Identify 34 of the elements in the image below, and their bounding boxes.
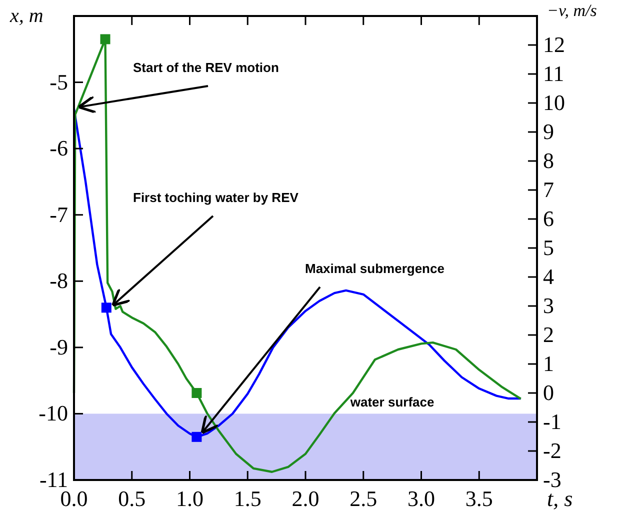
x-tick-label: 0.5	[118, 486, 146, 511]
annotation: Maximal submergence	[305, 261, 444, 276]
y2-tick-label: 0	[543, 380, 554, 405]
y-axis-title: x, m	[9, 5, 44, 27]
y2-tick-label: 8	[543, 148, 554, 173]
y-tick-label: -9	[50, 334, 68, 360]
y2-tick-label: 3	[543, 293, 554, 318]
y2-tick-label: 1	[543, 351, 554, 376]
y-tick-label: -8	[50, 268, 68, 294]
x-tick-label: 2.0	[292, 486, 320, 511]
band-label: water surface	[349, 394, 434, 410]
y2-tick-label: -1	[543, 409, 562, 434]
y2-tick-label: 7	[543, 177, 554, 202]
y2-tick-label: 11	[543, 61, 564, 86]
x-tick-label: 1.0	[176, 486, 204, 511]
x-tick-label: 2.5	[350, 486, 378, 511]
y-tick-label: -6	[50, 136, 68, 161]
y2-tick-label: -2	[543, 438, 562, 463]
y2-tick-label: 12	[543, 32, 565, 57]
y2-tick-label: 2	[543, 322, 554, 347]
y-tick-label: -5	[50, 69, 68, 94]
annotation: Start of the REV motion	[133, 60, 279, 75]
annotation: First toching water by REV	[133, 190, 299, 205]
y2-tick-label: 10	[543, 90, 565, 115]
y2-axis-title: −v, m/s	[547, 1, 598, 20]
y2-tick-label: 9	[543, 119, 554, 144]
x-tick-label: 3.0	[408, 486, 435, 511]
x-tick-label: 1.5	[234, 486, 262, 511]
y2-tick-label: 6	[543, 206, 554, 231]
y2-tick-label: 4	[543, 264, 554, 289]
y2-tick-label: 5	[543, 235, 554, 260]
x-tick-label: 3.5	[465, 486, 493, 511]
y-tick-label: -7	[50, 202, 68, 227]
y-tick-label: -10	[38, 400, 68, 426]
